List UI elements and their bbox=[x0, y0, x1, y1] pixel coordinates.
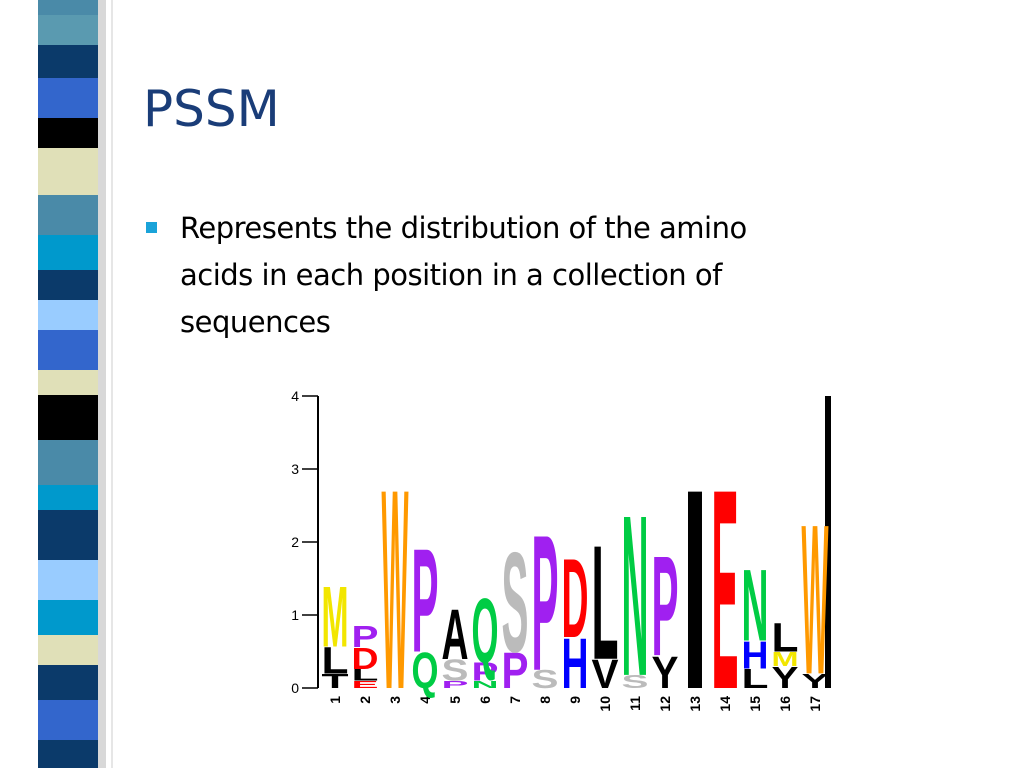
logo-letter: M bbox=[772, 649, 799, 671]
logo-letter: A bbox=[442, 595, 469, 675]
logo-letter: H bbox=[742, 634, 769, 677]
bullet-line: sequences bbox=[180, 305, 331, 339]
x-tick-label: 11 bbox=[627, 696, 643, 711]
bullet-line: acids in each position in a collection o… bbox=[180, 258, 722, 292]
logo-letter: P bbox=[472, 659, 499, 687]
logo-letter: D bbox=[562, 535, 589, 661]
y-tick-label: 0 bbox=[291, 680, 299, 696]
logo-letter: L bbox=[322, 639, 349, 681]
logo-letter: S bbox=[532, 666, 559, 694]
logo-letter: Y bbox=[772, 661, 799, 695]
logo-frame bbox=[825, 396, 831, 688]
x-tick-label: 15 bbox=[747, 696, 763, 712]
x-tick-label: 2 bbox=[357, 696, 373, 704]
logo-letter: Y bbox=[802, 671, 830, 693]
x-tick-label: 5 bbox=[447, 696, 463, 704]
logo-letter: M bbox=[322, 569, 349, 665]
logo-letter: P bbox=[532, 496, 559, 712]
logo-letter: N bbox=[742, 549, 769, 663]
x-tick-label: 7 bbox=[507, 696, 523, 704]
slide-title: PSSM bbox=[143, 80, 280, 138]
bullet-text: Represents the distribution of the amino… bbox=[180, 205, 747, 346]
logo-letter: Q bbox=[412, 642, 439, 699]
logo-letter: L bbox=[742, 663, 769, 694]
logo-letter: W bbox=[382, 431, 409, 749]
x-tick-label: 10 bbox=[597, 696, 613, 712]
x-tick-label: 4 bbox=[417, 696, 433, 704]
bullet-line: Represents the distribution of the amino bbox=[180, 211, 747, 245]
logo-letter: V bbox=[592, 651, 619, 697]
x-tick-label: 16 bbox=[777, 696, 793, 712]
x-tick-label: 13 bbox=[687, 696, 703, 712]
logo-letter: L bbox=[772, 615, 799, 661]
logo-letter: Q bbox=[472, 580, 499, 682]
logo-letter: I bbox=[682, 431, 709, 749]
x-tick-label: 6 bbox=[477, 696, 493, 704]
x-tick-label: 9 bbox=[567, 696, 583, 704]
logo-letter: E bbox=[352, 680, 380, 691]
logo-letter: P bbox=[412, 519, 439, 684]
logo-letter: W bbox=[802, 480, 829, 719]
x-tick-label: 8 bbox=[537, 696, 553, 704]
logo-letter: H bbox=[562, 624, 589, 704]
x-tick-label: 14 bbox=[717, 696, 733, 712]
logo-letter: D bbox=[352, 642, 379, 676]
stripe-band bbox=[38, 0, 113, 768]
x-tick-label: 12 bbox=[657, 696, 673, 712]
x-tick-label: 3 bbox=[387, 696, 403, 704]
logo-letter: N bbox=[622, 467, 649, 724]
logo-letter: P bbox=[442, 680, 470, 691]
x-tick-label: 1 bbox=[327, 696, 343, 704]
logo-letter: P bbox=[352, 620, 379, 654]
logo-letter: S bbox=[622, 671, 649, 692]
y-tick-label: 4 bbox=[291, 388, 299, 404]
y-tick-label: 1 bbox=[291, 607, 299, 623]
logo-letter: S bbox=[502, 524, 529, 683]
logo-letter: T bbox=[322, 671, 350, 693]
y-tick-label: 2 bbox=[291, 534, 299, 550]
y-tick-label: 3 bbox=[291, 461, 299, 477]
logo-letter: N bbox=[472, 680, 499, 691]
bullet-marker bbox=[146, 222, 157, 233]
logo-letter: L bbox=[592, 511, 619, 694]
logo-letter: P bbox=[652, 527, 679, 686]
x-tick-label: 17 bbox=[807, 696, 823, 712]
logo-letter: S bbox=[442, 654, 469, 688]
logo-letter: L bbox=[352, 667, 379, 685]
logo-letter: P bbox=[502, 642, 529, 699]
logo-letter: Y bbox=[652, 646, 679, 698]
logo-letter: E bbox=[712, 431, 739, 749]
